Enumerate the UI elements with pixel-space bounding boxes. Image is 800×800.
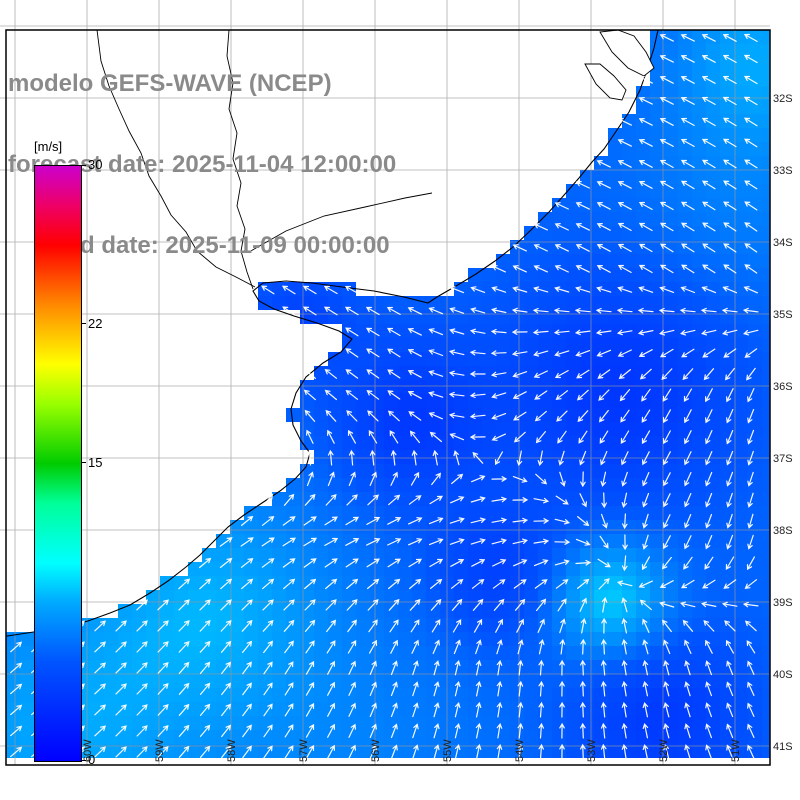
colorbar-tick-mark <box>81 759 86 761</box>
colorbar-unit-label: [m/s] <box>34 139 63 154</box>
colorbar-tick-label: 30 <box>88 157 103 172</box>
colorbar: [m/s] 30 22 15 0 <box>34 137 154 797</box>
lat-label: 37S <box>773 453 793 465</box>
title-block: modelo GEFS-WAVE (NCEP) forecast date: 2… <box>8 16 396 313</box>
lon-label: 52W <box>658 739 670 762</box>
colorbar-gradient <box>34 165 82 762</box>
lat-label: 33S <box>773 165 793 177</box>
lon-label: 58W <box>226 739 238 762</box>
lat-label: 34S <box>773 237 793 249</box>
longitude-labels: 60W 59W 58W 57W 56W 55W 54W 53W 52W 51W <box>82 739 742 762</box>
lat-label: 36S <box>773 381 793 393</box>
lon-label: 57W <box>298 739 310 762</box>
colorbar-tick-mark <box>81 323 86 325</box>
lon-label: 54W <box>514 739 526 762</box>
wind-arrows <box>10 33 759 760</box>
lat-label: 40S <box>773 669 793 681</box>
lon-label: 51W <box>730 739 742 762</box>
colorbar-tick-label: 22 <box>88 315 103 331</box>
colorbar-tick-label: 0 <box>88 752 96 767</box>
colorbar-tick-label: 15 <box>88 454 103 470</box>
lon-label: 56W <box>370 739 382 762</box>
lat-label: 35S <box>773 309 793 321</box>
colorbar-tick-mark <box>81 164 86 166</box>
lon-label: 60W <box>82 739 94 762</box>
model-title: modelo GEFS-WAVE (NCEP) <box>8 70 332 97</box>
lat-label: 41S <box>773 741 793 753</box>
colorbar-tick-mark <box>81 462 86 463</box>
lat-label: 32S <box>773 93 793 105</box>
latitude-labels: 32S 33S 34S 35S 36S 37S 38S 39S 40S 41S <box>773 93 793 753</box>
lat-label: 39S <box>773 597 793 609</box>
lon-label: 59W <box>154 739 166 762</box>
coastline-and-rivers <box>6 30 659 637</box>
ocean-speed-cells <box>6 30 770 758</box>
lon-label: 53W <box>586 739 598 762</box>
lat-label: 38S <box>773 525 793 537</box>
lon-label: 55W <box>442 739 454 762</box>
map-frame <box>5 29 771 766</box>
